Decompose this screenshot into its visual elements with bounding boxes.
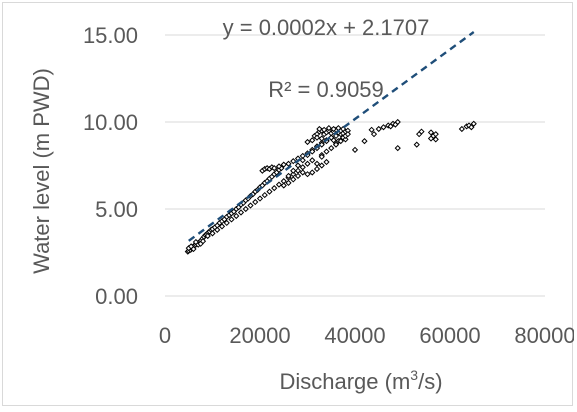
data-point: [340, 125, 347, 133]
data-point: [316, 125, 323, 133]
data-point: [370, 131, 378, 138]
y-tick-labels: 0.00 5.00 10.00 15.00: [83, 23, 138, 309]
data-point: [432, 131, 439, 138]
data-point: [325, 124, 332, 132]
data-point: [332, 132, 340, 140]
data-point: [204, 232, 211, 240]
data-point: [468, 124, 475, 131]
data-point: [209, 230, 216, 237]
data-point: [318, 153, 325, 160]
data-point: [323, 158, 330, 166]
data-point: [299, 164, 306, 171]
data-point: [323, 148, 330, 155]
y-tick-label: 15.00: [83, 23, 138, 48]
data-point: [290, 158, 297, 165]
data-point: [328, 134, 335, 141]
trendline: [188, 31, 475, 242]
data-point: [228, 216, 235, 223]
y-tick-label: 0.00: [95, 284, 138, 309]
data-point: [190, 245, 197, 253]
data-point: [394, 144, 401, 152]
data-point: [332, 141, 340, 148]
data-point: [223, 219, 230, 227]
data-point: [387, 123, 394, 130]
data-point: [344, 131, 351, 138]
data-point: [309, 169, 316, 176]
data-point: [285, 172, 292, 180]
x-tick-label: 80000: [514, 323, 574, 348]
data-point: [271, 165, 278, 172]
gridlines: [165, 34, 545, 297]
data-point: [313, 134, 321, 141]
x-tick-label: 0: [159, 323, 171, 348]
x-tick-label: 20000: [229, 323, 290, 348]
data-point: [242, 205, 249, 213]
data-point: [256, 195, 264, 202]
data-point: [321, 126, 328, 133]
data-point: [280, 182, 287, 189]
data-point: [309, 137, 316, 144]
data-point: [275, 181, 283, 188]
r-squared-label: R² = 0.9059: [268, 77, 384, 102]
data-point: [199, 238, 207, 245]
data-point: [413, 141, 420, 148]
data-point: [458, 125, 465, 133]
data-point: [285, 179, 292, 187]
data-point: [318, 135, 325, 142]
data-point: [285, 160, 292, 167]
data-point: [299, 169, 306, 176]
scatter-chart: 0.00 5.00 10.00 15.00 0 20000 40000 60000 80000…: [29, 15, 576, 394]
data-point: [271, 185, 278, 192]
data-point: [313, 165, 321, 173]
y-axis-title: Water level (m PWD): [29, 68, 54, 274]
data-point: [470, 120, 477, 127]
data-point: [361, 138, 368, 145]
data-point: [294, 162, 302, 169]
data-point: [318, 162, 325, 169]
data-point: [304, 138, 311, 146]
data-point: [309, 157, 316, 164]
data-point: [313, 160, 321, 167]
data-point: [299, 157, 306, 164]
data-point: [418, 128, 425, 135]
data-point: [280, 161, 287, 168]
data-point: [290, 176, 297, 183]
data-point: [330, 125, 337, 133]
data-point: [368, 126, 375, 133]
data-point: [266, 188, 273, 195]
x-tick-labels: 0 20000 40000 60000 80000: [159, 323, 576, 348]
data-point: [337, 138, 344, 145]
data-point: [304, 160, 311, 167]
x-axis-title: Discharge (m3/s): [279, 367, 442, 394]
data-point: [328, 144, 335, 152]
data-point: [318, 141, 325, 148]
data-point: [342, 136, 349, 143]
data-point: [290, 167, 297, 174]
data-point: [261, 191, 268, 199]
data-points: [184, 118, 477, 255]
data-point: [309, 148, 316, 155]
data-point: [275, 163, 283, 170]
data-point: [432, 136, 439, 143]
data-point: [252, 198, 259, 206]
x-tick-label: 60000: [419, 323, 480, 348]
data-point: [304, 171, 311, 178]
trendline-equation: y = 0.0002x + 2.1707: [223, 15, 430, 40]
data-point: [247, 202, 254, 209]
data-point: [427, 135, 435, 142]
data-point: [392, 121, 399, 128]
data-point: [233, 212, 240, 220]
data-point: [218, 223, 226, 230]
data-point: [351, 146, 359, 153]
data-point: [294, 172, 302, 180]
y-tick-label: 5.00: [95, 197, 138, 222]
data-point: [375, 125, 382, 133]
data-point: [380, 124, 387, 131]
data-point: [427, 129, 435, 136]
y-tick-label: 10.00: [83, 110, 138, 135]
chart-frame: 0.00 5.00 10.00 15.00 0 20000 40000 60000 80000…: [2, 2, 576, 406]
data-point: [214, 226, 221, 233]
data-point: [237, 209, 245, 216]
x-tick-label: 40000: [324, 323, 385, 348]
